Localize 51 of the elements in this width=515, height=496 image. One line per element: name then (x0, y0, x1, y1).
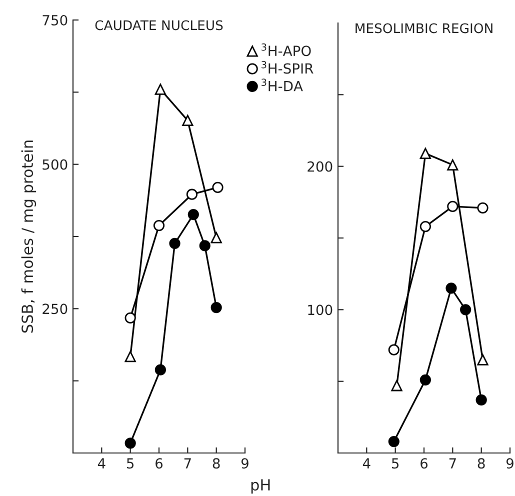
chart-title: CAUDATE NUCLEUS (95, 20, 223, 30)
point (420, 148, 431, 159)
y-tick-label: 750 (42, 14, 68, 26)
x-tick-label: 9 (241, 458, 248, 469)
point (154, 84, 166, 95)
x-tick-label: 5 (126, 458, 134, 469)
point (182, 114, 194, 126)
legend-label: $^{3}$H-APO (262, 43, 311, 56)
point (388, 436, 400, 448)
x-tick-label: 6 (156, 458, 163, 469)
point (391, 380, 402, 392)
point (420, 374, 431, 386)
point (154, 364, 166, 376)
point (477, 202, 488, 214)
point (447, 159, 458, 170)
point (199, 240, 210, 252)
x-tick-label: 8 (212, 458, 220, 469)
point (153, 220, 165, 232)
legend-label: $^{3}$H-SPIR (262, 61, 314, 74)
legend-label: $^{3}$H-DA (262, 78, 303, 92)
point (210, 302, 222, 314)
x-tick-label: 7 (184, 458, 191, 468)
y-axis-title: SSB, f moles / mg protein (21, 140, 36, 333)
y-tick-label: 250 (42, 304, 68, 314)
point (124, 438, 136, 449)
point (212, 182, 224, 193)
point (477, 354, 488, 366)
point (124, 312, 136, 324)
point (460, 304, 472, 316)
x-tick-label: 6 (420, 458, 428, 469)
point (169, 238, 180, 249)
x-tick-label: 8 (478, 458, 485, 469)
point (446, 282, 457, 294)
y-tick-label: 100 (308, 304, 332, 316)
point (188, 209, 199, 220)
point (186, 188, 198, 200)
x-tick-label: 4 (362, 458, 370, 468)
point (447, 200, 458, 212)
x-axis-title: pH (251, 479, 270, 494)
x-tick-label: 4 (98, 458, 106, 468)
x-tick-label: 5 (392, 458, 399, 469)
point (124, 351, 136, 362)
point (420, 220, 431, 232)
y-tick-label: 200 (308, 161, 332, 172)
y-tick-label: 500 (42, 159, 68, 170)
point (388, 344, 400, 356)
x-tick-label: 7 (449, 458, 456, 468)
chart-title: MESOLIMBIC REGION (356, 23, 492, 34)
point (476, 394, 487, 406)
x-tick-label: 9 (506, 458, 514, 469)
point (210, 232, 222, 244)
